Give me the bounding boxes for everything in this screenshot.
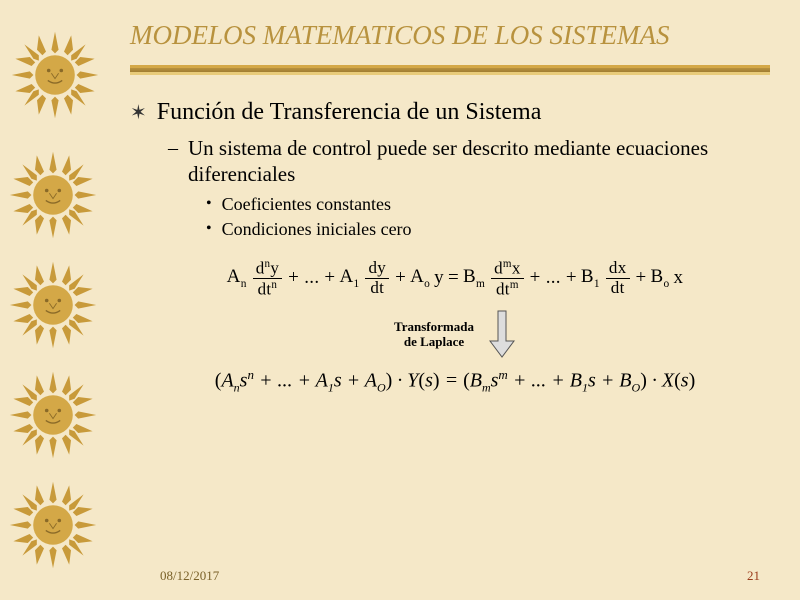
sun-icon xyxy=(8,150,98,240)
laplace-arrow-zone: Transformada de Laplace xyxy=(130,309,780,359)
bullet-level-1: ✶ Función de Transferencia de un Sistema xyxy=(130,99,780,127)
down-arrow-icon xyxy=(488,309,516,359)
slide-content: MODELOS MATEMATICOS DE LOS SISTEMAS ✶ Fu… xyxy=(130,20,780,396)
laplace-label-line1: Transformada xyxy=(394,319,474,334)
sun-icon xyxy=(8,370,98,460)
sub1-text: Un sistema de control puede ser descrito… xyxy=(188,135,780,188)
sun-icon xyxy=(8,260,98,350)
laplace-label: Transformada de Laplace xyxy=(394,319,474,350)
dot-bullet-icon: • xyxy=(206,220,212,238)
sub2-text-0: Coeficientes constantes xyxy=(222,194,391,215)
bullet-level-3: • Condiciones iniciales cero xyxy=(206,219,780,240)
sub2-text-1: Condiciones iniciales cero xyxy=(222,219,412,240)
star-bullet-icon: ✶ xyxy=(130,99,147,127)
sun-icon xyxy=(8,480,98,570)
equation-differential: Andnydtn + ... + A1dydt + Aoy = Bmdmxdtm… xyxy=(130,258,780,300)
footer-date: 08/12/2017 xyxy=(160,568,219,584)
dash-bullet-icon: – xyxy=(168,135,178,161)
slide-title: MODELOS MATEMATICOS DE LOS SISTEMAS xyxy=(130,20,780,51)
laplace-label-line2: de Laplace xyxy=(404,334,464,349)
sun-icon xyxy=(10,30,100,120)
decorative-sidebar xyxy=(0,0,110,600)
footer-page-number: 21 xyxy=(747,568,760,584)
bullet-level-3: • Coeficientes constantes xyxy=(206,194,780,215)
bullet-main-text: Función de Transferencia de un Sistema xyxy=(157,99,542,126)
bullet-level-2: – Un sistema de control puede ser descri… xyxy=(168,135,780,188)
dot-bullet-icon: • xyxy=(206,195,212,213)
title-divider xyxy=(130,65,770,75)
equation-laplace: (Ansn + ... + A1s + AO) · Y(s) = (Bmsm +… xyxy=(130,367,780,396)
